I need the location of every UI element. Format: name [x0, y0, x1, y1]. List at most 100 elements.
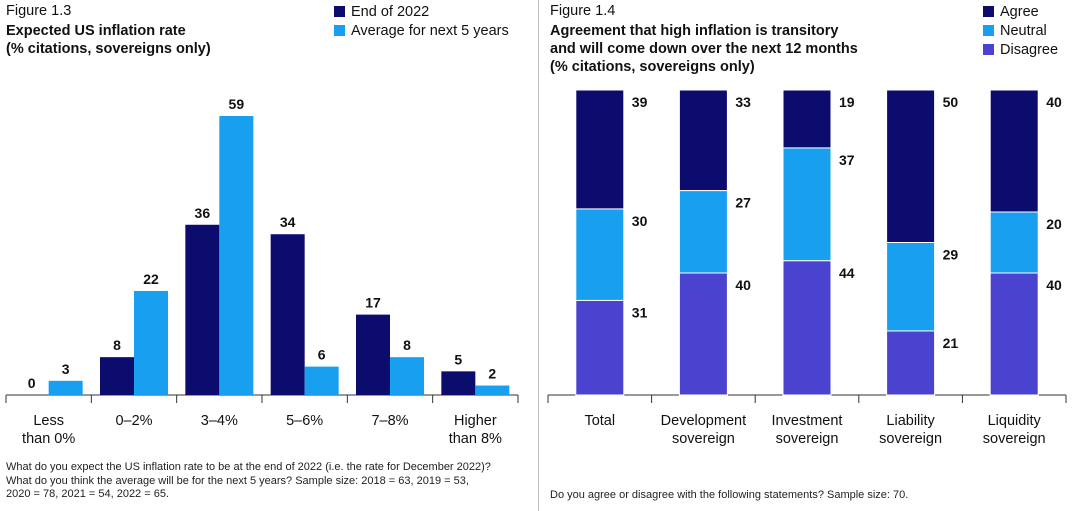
data-label: 59	[229, 96, 245, 112]
bar-segment	[782, 89, 832, 149]
chart-note: What do you expect the US inflation rate…	[6, 461, 491, 502]
legend-label: Neutral	[1000, 22, 1047, 39]
bar	[441, 371, 476, 395]
bar-segment	[989, 89, 1039, 213]
data-label: 20	[1046, 216, 1062, 232]
figure-1-4-panel: Figure 1.4 Agreement that high inflation…	[540, 0, 1080, 511]
category-label: than 8%	[449, 431, 502, 447]
legend: Agree Neutral Disagree	[983, 2, 1058, 59]
data-label: 44	[839, 265, 855, 281]
bar-segment	[886, 242, 936, 332]
bar-segment	[782, 260, 832, 396]
data-label: 39	[632, 94, 648, 110]
data-label: 33	[735, 94, 751, 110]
legend-swatch	[983, 6, 994, 17]
legend-swatch	[334, 6, 345, 17]
data-label: 22	[143, 271, 159, 287]
panel-divider	[538, 0, 539, 511]
bar	[134, 290, 168, 395]
bar	[185, 224, 220, 395]
data-label: 27	[735, 195, 751, 211]
data-label: 8	[403, 337, 411, 353]
bar-segment	[575, 89, 625, 210]
category-label: Liability	[886, 413, 935, 429]
data-label: 5	[454, 351, 462, 367]
figure-title: Expected US inflation rate (% citations,…	[6, 22, 211, 58]
data-label: 40	[735, 277, 751, 293]
legend: End of 2022 Average for next 5 years	[334, 2, 509, 40]
bar-segment	[782, 147, 832, 262]
title-line: and will come down over the next 12 mont…	[550, 41, 858, 57]
note-line: Do you agree or disagree with the follow…	[550, 489, 909, 501]
data-label: 29	[943, 247, 959, 263]
category-label: 0–2%	[115, 413, 152, 429]
data-label: 0	[28, 375, 36, 391]
data-label: 17	[365, 295, 381, 311]
data-label: 31	[632, 304, 648, 320]
legend-item: End of 2022	[334, 2, 509, 21]
legend-label: Average for next 5 years	[351, 22, 509, 39]
category-label: Less	[33, 413, 64, 429]
legend-label: Agree	[1000, 3, 1039, 20]
figure-label: Figure 1.4	[550, 3, 616, 19]
bar	[475, 385, 510, 395]
figure-title: Agreement that high inflation is transit…	[550, 22, 858, 76]
category-label: Higher	[454, 413, 497, 429]
bar-segment	[678, 272, 728, 396]
note-line: 2020 = 78, 2021 = 54, 2022 = 65.	[6, 488, 170, 500]
title-line: Agreement that high inflation is transit…	[550, 23, 839, 39]
data-label: 3	[62, 361, 70, 377]
data-label: 40	[1046, 94, 1062, 110]
category-label: sovereign	[983, 431, 1046, 447]
category-label: 7–8%	[371, 413, 408, 429]
legend-label: End of 2022	[351, 3, 430, 20]
legend-swatch	[334, 25, 345, 36]
bar-segment	[886, 330, 936, 396]
category-label: 5–6%	[286, 413, 323, 429]
data-label: 50	[943, 94, 959, 110]
bar	[304, 366, 339, 395]
data-label: 30	[632, 213, 648, 229]
category-label: Total	[584, 413, 615, 429]
data-label: 36	[195, 205, 211, 221]
data-label: 37	[839, 152, 855, 168]
bar-chart: 0 3 Less than 0% 8 22 0–2% 36 59 3–4% 34 6 5–6% 17 8 7–…	[5, 96, 519, 447]
legend-label: Disagree	[1000, 41, 1059, 58]
bar	[219, 116, 254, 395]
category-label: than 0%	[22, 431, 75, 447]
category-label: sovereign	[776, 431, 839, 447]
title-line: (% citations, sovereigns only)	[6, 41, 211, 57]
category-label: sovereign	[672, 431, 735, 447]
chart-note: Do you agree or disagree with the follow…	[550, 489, 908, 503]
data-label: 6	[318, 347, 326, 363]
legend-item: Disagree	[983, 40, 1058, 59]
legend-item: Average for next 5 years	[334, 21, 509, 40]
bar	[270, 234, 305, 395]
bar-segment	[886, 89, 936, 243]
legend-item: Agree	[983, 2, 1058, 21]
data-label: 34	[280, 214, 296, 230]
bar-segment	[989, 211, 1039, 274]
category-label: Liquidity	[988, 413, 1042, 429]
data-label: 40	[1046, 277, 1062, 293]
legend-swatch	[983, 25, 994, 36]
category-label: sovereign	[879, 431, 942, 447]
bar-segment	[678, 190, 728, 274]
category-label: 3–4%	[201, 413, 238, 429]
bar	[100, 357, 134, 395]
title-line: Expected US inflation rate	[6, 23, 186, 39]
bar	[48, 380, 83, 395]
note-line: What do you think the average will be fo…	[6, 474, 469, 487]
bar	[356, 314, 390, 395]
legend-item: Neutral	[983, 21, 1058, 40]
bar-segment	[575, 208, 625, 301]
note-line: What do you expect the US inflation rate…	[6, 461, 491, 473]
bar-segment	[989, 272, 1039, 396]
figure-1-3-panel: Figure 1.3 Expected US inflation rate (%…	[5, 2, 519, 502]
legend-swatch	[983, 44, 994, 55]
figure-label: Figure 1.3	[6, 3, 72, 19]
stacked-bar-chart: 39 30 31 Total 33 27 40 Development sovereign 19 3…	[547, 89, 1067, 447]
bar	[390, 357, 424, 395]
data-label: 21	[943, 335, 959, 351]
data-label: 8	[113, 337, 121, 353]
